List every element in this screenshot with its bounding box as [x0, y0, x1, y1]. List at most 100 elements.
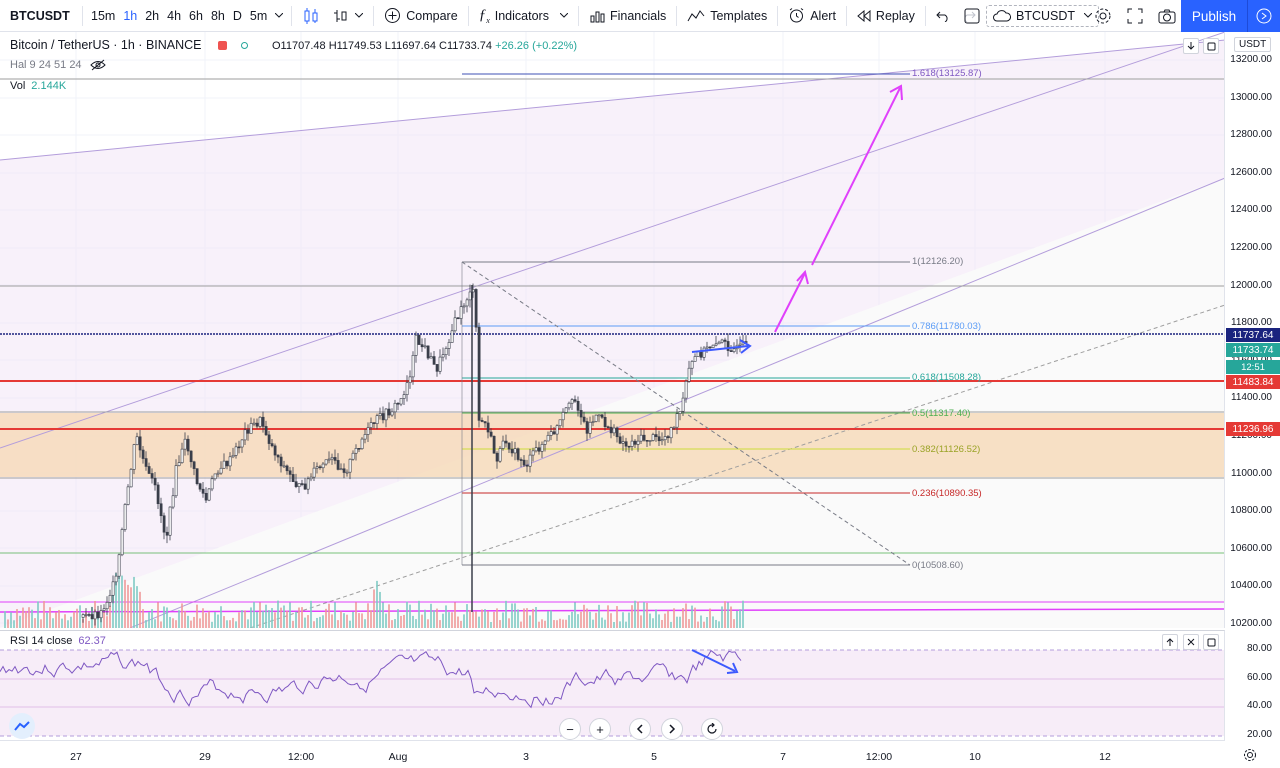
candle-body: [210, 478, 214, 490]
rsi-tick: 20.00: [1246, 729, 1272, 740]
volume-bar: [358, 613, 360, 628]
volume-legend[interactable]: Vol 2.144K: [10, 80, 66, 92]
candle-body: [645, 439, 649, 442]
candle-body: [462, 305, 466, 308]
volume-bar: [10, 612, 12, 628]
rsi-axis[interactable]: 80.00 60.00 40.00 20.00: [1225, 630, 1280, 740]
rsi-pane[interactable]: [0, 630, 1225, 740]
chevron-right-icon: [669, 724, 676, 734]
volume-bar: [106, 616, 108, 628]
interval-6h[interactable]: 6h: [189, 8, 203, 23]
axis-settings-button[interactable]: [1243, 748, 1257, 767]
candle-body: [141, 449, 145, 459]
zoom-in-button[interactable]: +: [589, 718, 611, 740]
scale-maximize-button[interactable]: [1203, 38, 1219, 54]
currency-label[interactable]: USDT: [1234, 37, 1272, 52]
volume-bar: [235, 621, 237, 628]
interval-d[interactable]: D: [232, 8, 242, 23]
interval-2h[interactable]: 2h: [145, 8, 160, 23]
candle-body: [264, 426, 268, 436]
volume-bar: [700, 615, 702, 628]
indicators-button[interactable]: ƒx Indicators: [473, 0, 574, 32]
chart-legend: Bitcoin / TetherUS · 1h · BINANCE: [10, 38, 248, 52]
indicator-legend[interactable]: Hal 9 24 51 24: [10, 59, 106, 71]
volume-bar: [136, 586, 138, 628]
top-toolbar: BTCUSDT 15m 1h 2h 4h 6h 8h D 5m Compare ƒx Indi…: [0, 0, 1280, 32]
watchlist-symbol-button[interactable]: BTCUSDT: [986, 5, 1100, 27]
fib-label-0236: 0.236(10890.35): [912, 488, 982, 499]
chart-type-button[interactable]: [326, 0, 369, 32]
settings-button[interactable]: [1088, 0, 1118, 32]
interval-4h[interactable]: 4h: [167, 8, 182, 23]
interval-8h[interactable]: 8h: [210, 8, 225, 23]
scroll-left-button[interactable]: [629, 718, 651, 740]
snapshot-button[interactable]: [1152, 0, 1182, 32]
price-tick: 12600.00: [1230, 166, 1272, 178]
zoom-out-button[interactable]: −: [559, 718, 581, 740]
candle-body: [609, 426, 613, 434]
volume-bar: [253, 602, 255, 628]
volume-bar: [256, 611, 258, 628]
undo-button[interactable]: [930, 0, 956, 32]
pane-maximize-button[interactable]: [1203, 634, 1219, 650]
candle-body: [726, 341, 730, 351]
replay-button[interactable]: Replay: [851, 0, 921, 32]
volume-bar: [73, 611, 75, 628]
eye-off-icon[interactable]: [89, 59, 106, 71]
candle-body: [717, 341, 721, 345]
volume-bar: [79, 605, 81, 628]
candle-body: [474, 289, 478, 328]
candle-body: [681, 397, 685, 412]
price-tick: 10800.00: [1230, 505, 1272, 517]
volume-bar: [499, 620, 501, 628]
interval-5m[interactable]: 5m: [249, 8, 268, 23]
candle-body: [276, 454, 280, 458]
candle-body: [399, 398, 403, 405]
candle-body: [672, 426, 676, 429]
candle-body: [525, 464, 529, 467]
volume-bar: [535, 607, 537, 628]
publish-button[interactable]: Publish: [1181, 0, 1247, 32]
candle-body: [528, 454, 532, 467]
rsi-legend[interactable]: RSI 14 close 62.37: [10, 635, 106, 647]
templates-button[interactable]: Templates: [681, 0, 773, 32]
reset-chart-button[interactable]: [701, 718, 723, 740]
volume-bar: [88, 620, 90, 628]
candle-body: [537, 447, 541, 452]
interval-1h[interactable]: 1h: [123, 8, 138, 23]
interval-15m[interactable]: 15m: [91, 8, 116, 23]
price-tick: 11800.00: [1231, 317, 1272, 329]
price-axis[interactable]: USDT 13200.00 13000.00 12800.00 12600.00 124…: [1225, 32, 1280, 629]
candle-body: [570, 399, 574, 404]
rsi-tick: 80.00: [1246, 643, 1272, 654]
candle-body: [564, 407, 568, 413]
candle-body: [150, 473, 154, 479]
volume-bar: [646, 602, 648, 628]
gear-icon: [1244, 749, 1256, 761]
volume-bar: [706, 617, 708, 628]
price-chart[interactable]: [0, 32, 1225, 628]
pane-close-button[interactable]: [1183, 634, 1199, 650]
interval-dropdown[interactable]: [271, 0, 287, 32]
financials-button[interactable]: Financials: [583, 0, 672, 32]
rsi-band: [0, 650, 1224, 736]
tradingview-logo[interactable]: [9, 713, 35, 739]
compare-button[interactable]: Compare: [378, 0, 463, 32]
candle-body: [273, 445, 277, 456]
candle-body: [501, 440, 505, 449]
scroll-right-button[interactable]: [661, 718, 683, 740]
scale-collapse-button[interactable]: [1183, 38, 1199, 54]
symbol-search[interactable]: BTCUSDT: [0, 0, 78, 32]
fullscreen-button[interactable]: [1121, 0, 1149, 32]
alert-button[interactable]: Alert: [782, 0, 842, 32]
publish-menu-button[interactable]: [1247, 0, 1280, 32]
candle-body: [429, 356, 433, 359]
pane-move-up-button[interactable]: [1162, 634, 1178, 650]
layout-button[interactable]: [958, 0, 986, 32]
volume-bar: [556, 620, 558, 628]
candle-body: [87, 614, 91, 616]
candle-body: [723, 339, 727, 342]
volume-bar: [283, 605, 285, 628]
time-axis[interactable]: 27 29 12:00 Aug 3 5 7 12:00 10 12: [0, 740, 1225, 768]
bar-style-button[interactable]: [296, 0, 326, 32]
